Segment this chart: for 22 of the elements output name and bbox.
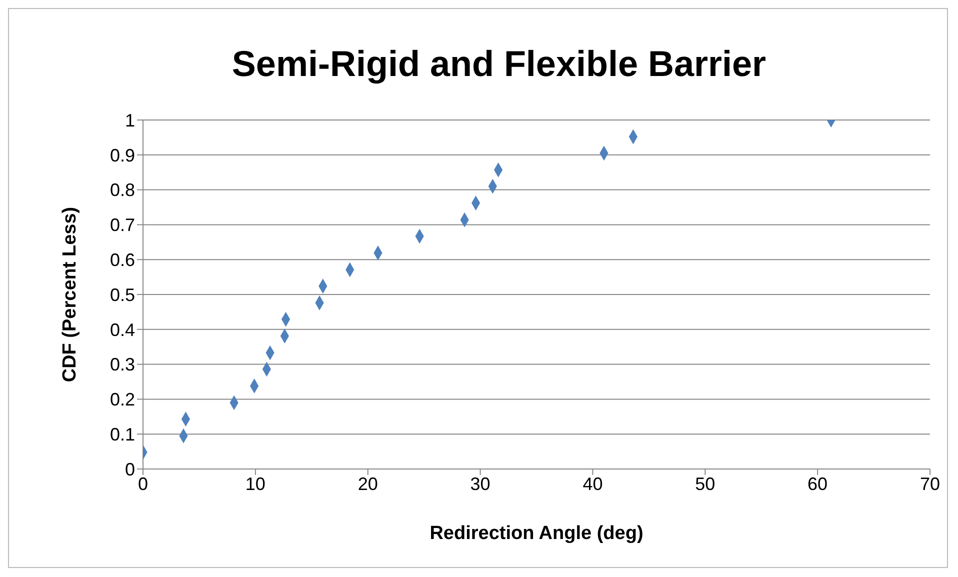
y-tick-label: 0.6 — [110, 250, 135, 270]
x-tick-label: 40 — [582, 474, 603, 494]
y-tick-label: 0.3 — [110, 354, 135, 375]
y-tick-label: 0.4 — [110, 320, 135, 340]
x-axis-title: Redirection Angle (deg) — [430, 523, 644, 544]
y-tick-label: 0 — [124, 459, 135, 480]
y-tick-label: 1 — [124, 110, 135, 130]
x-tick-label: 50 — [695, 474, 716, 494]
y-tick-label: 0.1 — [110, 424, 135, 444]
chart-title: Semi-Rigid and Flexible Barrier — [230, 43, 768, 85]
y-tick-label: 0.5 — [110, 284, 135, 305]
x-tick-label: 0 — [138, 474, 148, 494]
x-tick-label: 10 — [245, 474, 266, 494]
x-tick-label: 60 — [808, 474, 828, 494]
y-axis-title: CDF (Percent Less) — [60, 206, 81, 382]
y-tick-label: 0.2 — [110, 390, 135, 410]
y-tick-label: 0.9 — [110, 145, 135, 166]
x-tick-label: 70 — [920, 474, 940, 494]
x-tick-label: 20 — [358, 474, 378, 494]
y-tick-label: 0.8 — [110, 180, 135, 200]
y-tick-label: 0.7 — [110, 215, 135, 236]
x-tick-label: 30 — [470, 474, 490, 494]
